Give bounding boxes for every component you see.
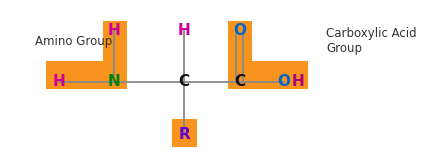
- Text: Carboxylic Acid
Group: Carboxylic Acid Group: [326, 27, 417, 55]
- Text: C: C: [179, 74, 190, 89]
- Text: H: H: [107, 23, 120, 38]
- FancyBboxPatch shape: [228, 21, 252, 89]
- FancyBboxPatch shape: [172, 119, 197, 147]
- Text: H: H: [52, 74, 65, 89]
- Text: Amino Group: Amino Group: [35, 35, 112, 48]
- Text: C: C: [234, 74, 245, 89]
- Text: O: O: [233, 23, 246, 38]
- Text: N: N: [107, 74, 120, 89]
- Text: O: O: [277, 74, 290, 89]
- Text: H: H: [292, 74, 305, 89]
- FancyBboxPatch shape: [103, 21, 127, 89]
- FancyBboxPatch shape: [46, 61, 127, 89]
- Text: H: H: [178, 23, 190, 38]
- Text: R: R: [178, 127, 190, 142]
- FancyBboxPatch shape: [228, 61, 308, 89]
